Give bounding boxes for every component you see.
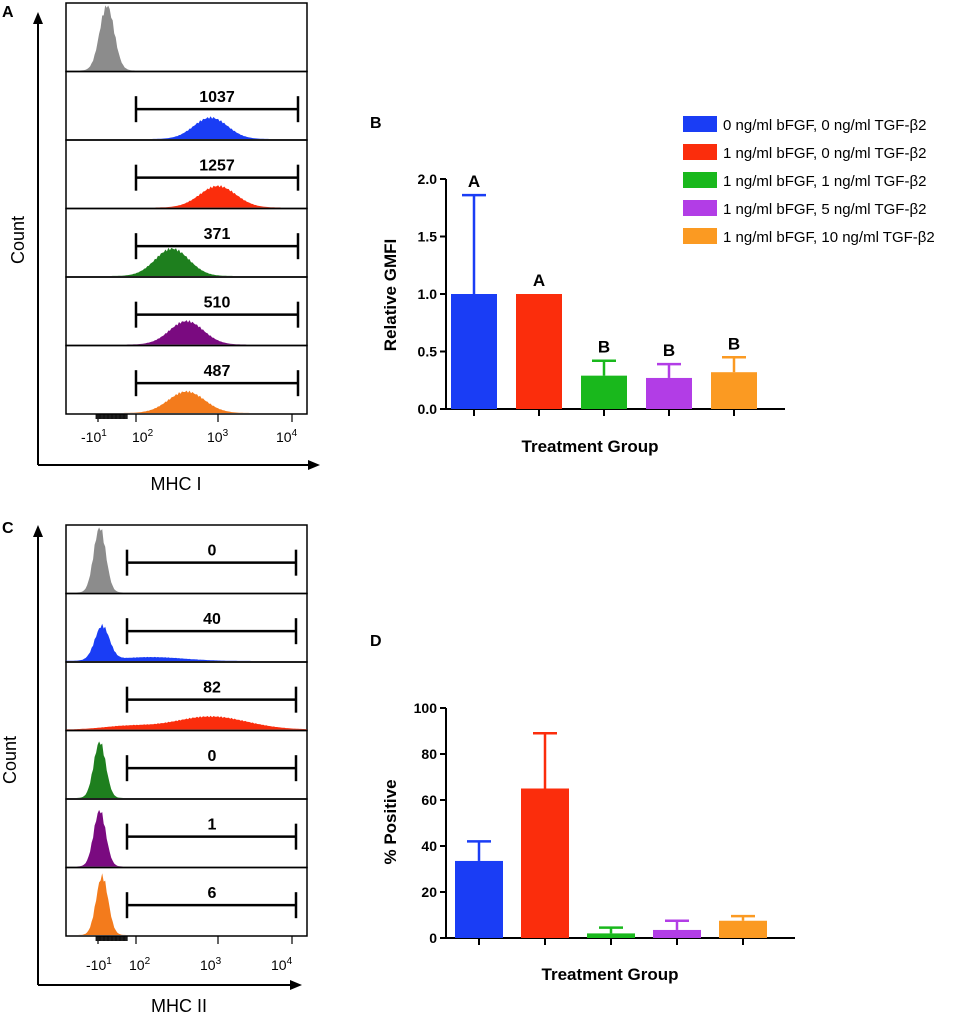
panel-a-tick-neg: -101 bbox=[81, 428, 107, 445]
panel-a-gate-value-3: 371 bbox=[204, 226, 231, 243]
panel-b-bar-0 bbox=[451, 294, 497, 409]
panel-a-ylabel: Count bbox=[8, 216, 28, 264]
panel-a-tick-1000: 103 bbox=[207, 428, 229, 445]
panel-b-bar-4 bbox=[711, 372, 757, 409]
panel-d-ytick-label-2: 60 bbox=[421, 792, 437, 808]
panel-d-ytick-label-4: 20 bbox=[421, 884, 437, 900]
panel-c-gate-value-1: 40 bbox=[203, 611, 221, 628]
panel-b-ytick-label-3: 0.5 bbox=[418, 344, 438, 360]
panel-c-gate-value-4: 1 bbox=[208, 817, 217, 834]
legend-label-4: 1 ng/ml bFGF, 10 ng/ml TGF-β2 bbox=[723, 229, 935, 246]
panel-a-gate-value-5: 487 bbox=[204, 363, 231, 380]
panel-a-hist-3 bbox=[66, 247, 307, 276]
panel-d-bar-4 bbox=[719, 920, 767, 938]
panel-d-bar-2 bbox=[587, 933, 635, 938]
panel-d-ytick-label-5: 0 bbox=[429, 930, 437, 946]
panel-b-significance-0: A bbox=[468, 172, 480, 191]
panel-b-significance-4: B bbox=[728, 334, 740, 353]
panel-c-y-arrow bbox=[33, 525, 43, 537]
panel-a-hist-5 bbox=[66, 390, 307, 413]
panel-a-box-2 bbox=[65, 139, 308, 210]
panel-d: D % Positive Treatment Group 100 80 60 40 20… bbox=[370, 633, 795, 984]
legend-swatch-0 bbox=[683, 116, 717, 132]
panel-b-ytick-label-1: 1.5 bbox=[418, 229, 438, 245]
panel-c-tick-100: 102 bbox=[129, 956, 151, 973]
panel-c-xlabel: MHC II bbox=[151, 996, 207, 1016]
panel-d-letter: D bbox=[370, 633, 382, 650]
panel-b-bar-2 bbox=[581, 375, 627, 409]
panel-c-hist-3 bbox=[66, 741, 307, 798]
legend-label-2: 1 ng/ml bFGF, 1 ng/ml TGF-β2 bbox=[723, 173, 926, 190]
panel-c-gate-value-2: 82 bbox=[203, 680, 221, 697]
panel-c-gate-value-3: 0 bbox=[208, 748, 217, 765]
panel-d-bar-3 bbox=[653, 929, 701, 938]
panel-c-x-ticks: -101 102 103 104 bbox=[86, 956, 293, 973]
panel-c-tick-10000: 104 bbox=[271, 956, 293, 973]
panel-d-xlabel: Treatment Group bbox=[542, 965, 679, 984]
panel-d-ytick-label-1: 80 bbox=[421, 746, 437, 762]
panel-b-xlabel: Treatment Group bbox=[522, 437, 659, 456]
panel-c-hist-4 bbox=[66, 809, 307, 867]
panel-c-letter: C bbox=[2, 520, 14, 537]
panel-d-ytick-label-3: 40 bbox=[421, 838, 437, 854]
legend-swatch-2 bbox=[683, 172, 717, 188]
panel-b-letter: B bbox=[370, 115, 382, 132]
panel-a-letter: A bbox=[2, 4, 14, 21]
legend-swatch-1 bbox=[683, 144, 717, 160]
panel-a-xlabel: MHC I bbox=[151, 474, 202, 494]
panel-b-ylabel: Relative GMFI bbox=[381, 239, 400, 351]
panel-c-x-arrow bbox=[290, 980, 302, 990]
panel-d-ytick-label-0: 100 bbox=[414, 700, 438, 716]
panel-a-gate-value-2: 1257 bbox=[199, 158, 235, 175]
panel-a-y-arrow bbox=[33, 12, 43, 24]
panel-d-bar-0 bbox=[455, 860, 503, 938]
legend-swatch-4 bbox=[683, 228, 717, 244]
panel-c-tick-1000: 103 bbox=[200, 956, 222, 973]
panel-b-ytick-label-2: 1.0 bbox=[418, 286, 438, 302]
panel-c: C Count MHC II 0 40 82 0 1 6 -101 102 103 104 bbox=[0, 520, 308, 1016]
panel-c-hist-5 bbox=[66, 873, 307, 935]
panel-b-ytick-label-0: 2.0 bbox=[418, 171, 438, 187]
panel-a-tick-10000: 104 bbox=[276, 428, 298, 445]
panel-c-gate-value-0: 0 bbox=[208, 543, 217, 560]
legend-label-1: 1 ng/ml bFGF, 0 ng/ml TGF-β2 bbox=[723, 145, 926, 162]
panel-c-box-5 bbox=[65, 866, 308, 937]
panel-b-bar-1 bbox=[516, 294, 562, 409]
legend-swatch-3 bbox=[683, 200, 717, 216]
panel-a-x-ticks: -101 102 103 104 bbox=[81, 428, 298, 445]
panel-c-gate-value-5: 6 bbox=[208, 885, 217, 902]
panel-a-histograms: 1037 1257 371 510 487 bbox=[65, 2, 308, 422]
panel-b-significance-1: A bbox=[533, 271, 545, 290]
panel-a-box-5 bbox=[65, 344, 308, 415]
panel-c-hist-0 bbox=[66, 527, 307, 593]
legend-label-3: 1 ng/ml bFGF, 5 ng/ml TGF-β2 bbox=[723, 201, 926, 218]
panel-d-chart: 100 80 60 40 20 0 bbox=[414, 700, 795, 946]
panel-c-tick-neg: -101 bbox=[86, 956, 112, 973]
panel-b-significance-2: B bbox=[598, 338, 610, 357]
panel-a-hist-2 bbox=[66, 185, 307, 208]
panel-d-bar-1 bbox=[521, 788, 569, 938]
panel-a-x-arrow bbox=[308, 460, 320, 470]
panel-b-significance-3: B bbox=[663, 341, 675, 360]
panel-a-hist-1 bbox=[66, 116, 307, 139]
panel-a-hist-0 bbox=[66, 5, 307, 71]
panel-b: B Relative GMFI Treatment Group 2.0 1.5 1.… bbox=[370, 115, 785, 456]
panel-a-gate-value-1: 1037 bbox=[199, 89, 235, 106]
legend-label-0: 0 ng/ml bFGF, 0 ng/ml TGF-β2 bbox=[723, 117, 926, 134]
panel-d-ylabel: % Positive bbox=[381, 779, 400, 864]
panel-b-ytick-label-4: 0.0 bbox=[418, 401, 438, 417]
panel-b-chart: 2.0 1.5 1.0 0.5 0.0 A A B B B bbox=[418, 171, 785, 417]
legend: 0 ng/ml bFGF, 0 ng/ml TGF-β2 1 ng/ml bFG… bbox=[683, 116, 935, 246]
panel-c-hist-2 bbox=[66, 715, 307, 730]
panel-c-ylabel: Count bbox=[0, 736, 20, 784]
panel-a-gate-value-4: 510 bbox=[204, 295, 231, 312]
panel-c-histograms: 0 40 82 0 1 6 bbox=[65, 524, 308, 944]
panel-a-tick-100: 102 bbox=[132, 428, 154, 445]
panel-b-bar-3 bbox=[646, 377, 692, 409]
panel-a-box-1 bbox=[65, 70, 308, 141]
panel-a-hist-4 bbox=[66, 320, 307, 345]
panel-a: A Count MHC I 1037 1257 371 510 487 -101 102… bbox=[2, 2, 320, 494]
panel-c-hist-1 bbox=[66, 623, 307, 661]
